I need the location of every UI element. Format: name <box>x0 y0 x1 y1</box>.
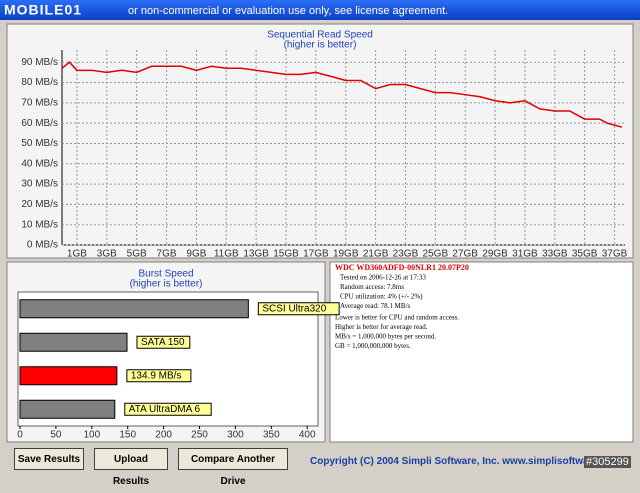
x-tick-label: 35GB <box>572 249 598 260</box>
x-tick-label: 5GB <box>127 249 147 260</box>
bar-label: 134.9 MB/s <box>131 370 182 381</box>
window: MOBILE01 or non-commercial or evaluation… <box>0 0 640 443</box>
y-tick-label: 40 MB/s <box>21 158 58 169</box>
bar <box>19 299 249 319</box>
label-box <box>124 402 212 416</box>
y-tick-label: 0 MB/s <box>27 240 58 251</box>
x-tick-label: 9GB <box>186 249 206 260</box>
x-tick-label: 350 <box>263 430 280 441</box>
x-tick-label: 15GB <box>273 249 299 260</box>
x-tick-label: 100 <box>83 430 100 441</box>
y-tick-label: 70 MB/s <box>21 97 58 108</box>
bar <box>19 399 116 419</box>
x-tick-label: 200 <box>155 430 172 441</box>
x-tick-label: 7GB <box>157 249 177 260</box>
x-tick-label: 17GB <box>303 249 329 260</box>
chart-subtitle: (higher is better) <box>284 40 357 51</box>
copyright: Copyright (C) 2004 Simpli Software, Inc.… <box>310 456 622 467</box>
chart-subtitle: (higher is better) <box>130 279 203 290</box>
y-tick-label: 30 MB/s <box>21 179 58 190</box>
bar <box>19 332 128 352</box>
x-tick-label: 21GB <box>363 249 389 260</box>
info-panel <box>329 261 634 443</box>
title-bar <box>0 0 640 20</box>
y-tick-label: 20 MB/s <box>21 199 58 210</box>
label-box <box>257 302 340 316</box>
x-tick-label: 0 <box>17 430 23 441</box>
chart-title: Burst Speed <box>138 269 193 280</box>
x-tick-label: 27GB <box>452 249 478 260</box>
x-tick-label: 11GB <box>214 249 239 260</box>
drive-name: WDC WD360ADFD-00NLR1 20.07P20 <box>335 263 469 272</box>
y-tick-label: 50 MB/s <box>21 138 58 149</box>
x-tick-label: 37GB <box>602 249 628 260</box>
y-tick-label: 60 MB/s <box>21 118 58 129</box>
x-tick-label: 400 <box>299 430 316 441</box>
x-tick-label: 33GB <box>542 249 568 260</box>
window-title: or non-commercial or evaluation use only… <box>128 5 448 17</box>
bar-label: SATA 150 <box>141 337 185 348</box>
logo: MOBILE01 <box>4 2 82 18</box>
x-tick-label: 23GB <box>393 249 419 260</box>
info-line: Tested on 2006-12-26 at 17:33 <box>340 274 426 282</box>
info-note: Higher is better for average read. <box>335 323 428 331</box>
y-tick-label: 90 MB/s <box>21 57 58 68</box>
label-box <box>126 369 192 383</box>
info-note: Lower is better for CPU and random acces… <box>335 314 459 322</box>
chart-title: Sequential Read Speed <box>267 30 373 41</box>
x-tick-label: 19GB <box>333 249 359 260</box>
y-tick-label: 10 MB/s <box>21 219 58 230</box>
watermark: #305299 <box>584 456 631 468</box>
x-tick-label: 250 <box>191 430 208 441</box>
info-line: Random access: 7.8ms <box>340 283 404 291</box>
x-tick-label: 3GB <box>97 249 117 260</box>
read-panel <box>6 23 634 259</box>
x-tick-label: 29GB <box>482 249 508 260</box>
x-tick-label: 13GB <box>243 249 269 260</box>
button[interactable]: Save Results <box>14 448 84 470</box>
label-box <box>136 335 191 349</box>
info-line: CPU utilization: 4% (+/- 2%) <box>340 293 423 301</box>
x-tick-label: 25GB <box>423 249 449 260</box>
x-tick-label: 1GB <box>67 249 87 260</box>
x-tick-label: 150 <box>119 430 136 441</box>
button[interactable]: Upload Results <box>94 448 168 487</box>
y-tick-label: 80 MB/s <box>21 77 58 88</box>
bar-label: SCSI Ultra320 <box>262 303 326 314</box>
info-line: Average read: 78.1 MB/s <box>340 302 411 310</box>
x-tick-label: 31GB <box>512 249 538 260</box>
info-note: MB/s = 1,000,000 bytes per second. <box>335 333 436 341</box>
x-tick-label: 300 <box>227 430 244 441</box>
bar-label: ATA UltraDMA 6 <box>129 404 201 415</box>
read-line <box>61 61 623 128</box>
button[interactable]: Compare Another Drive <box>178 448 288 487</box>
x-tick-label: 50 <box>50 430 62 441</box>
info-note: GB = 1,000,000,000 bytes. <box>335 342 411 350</box>
bar <box>19 366 118 386</box>
